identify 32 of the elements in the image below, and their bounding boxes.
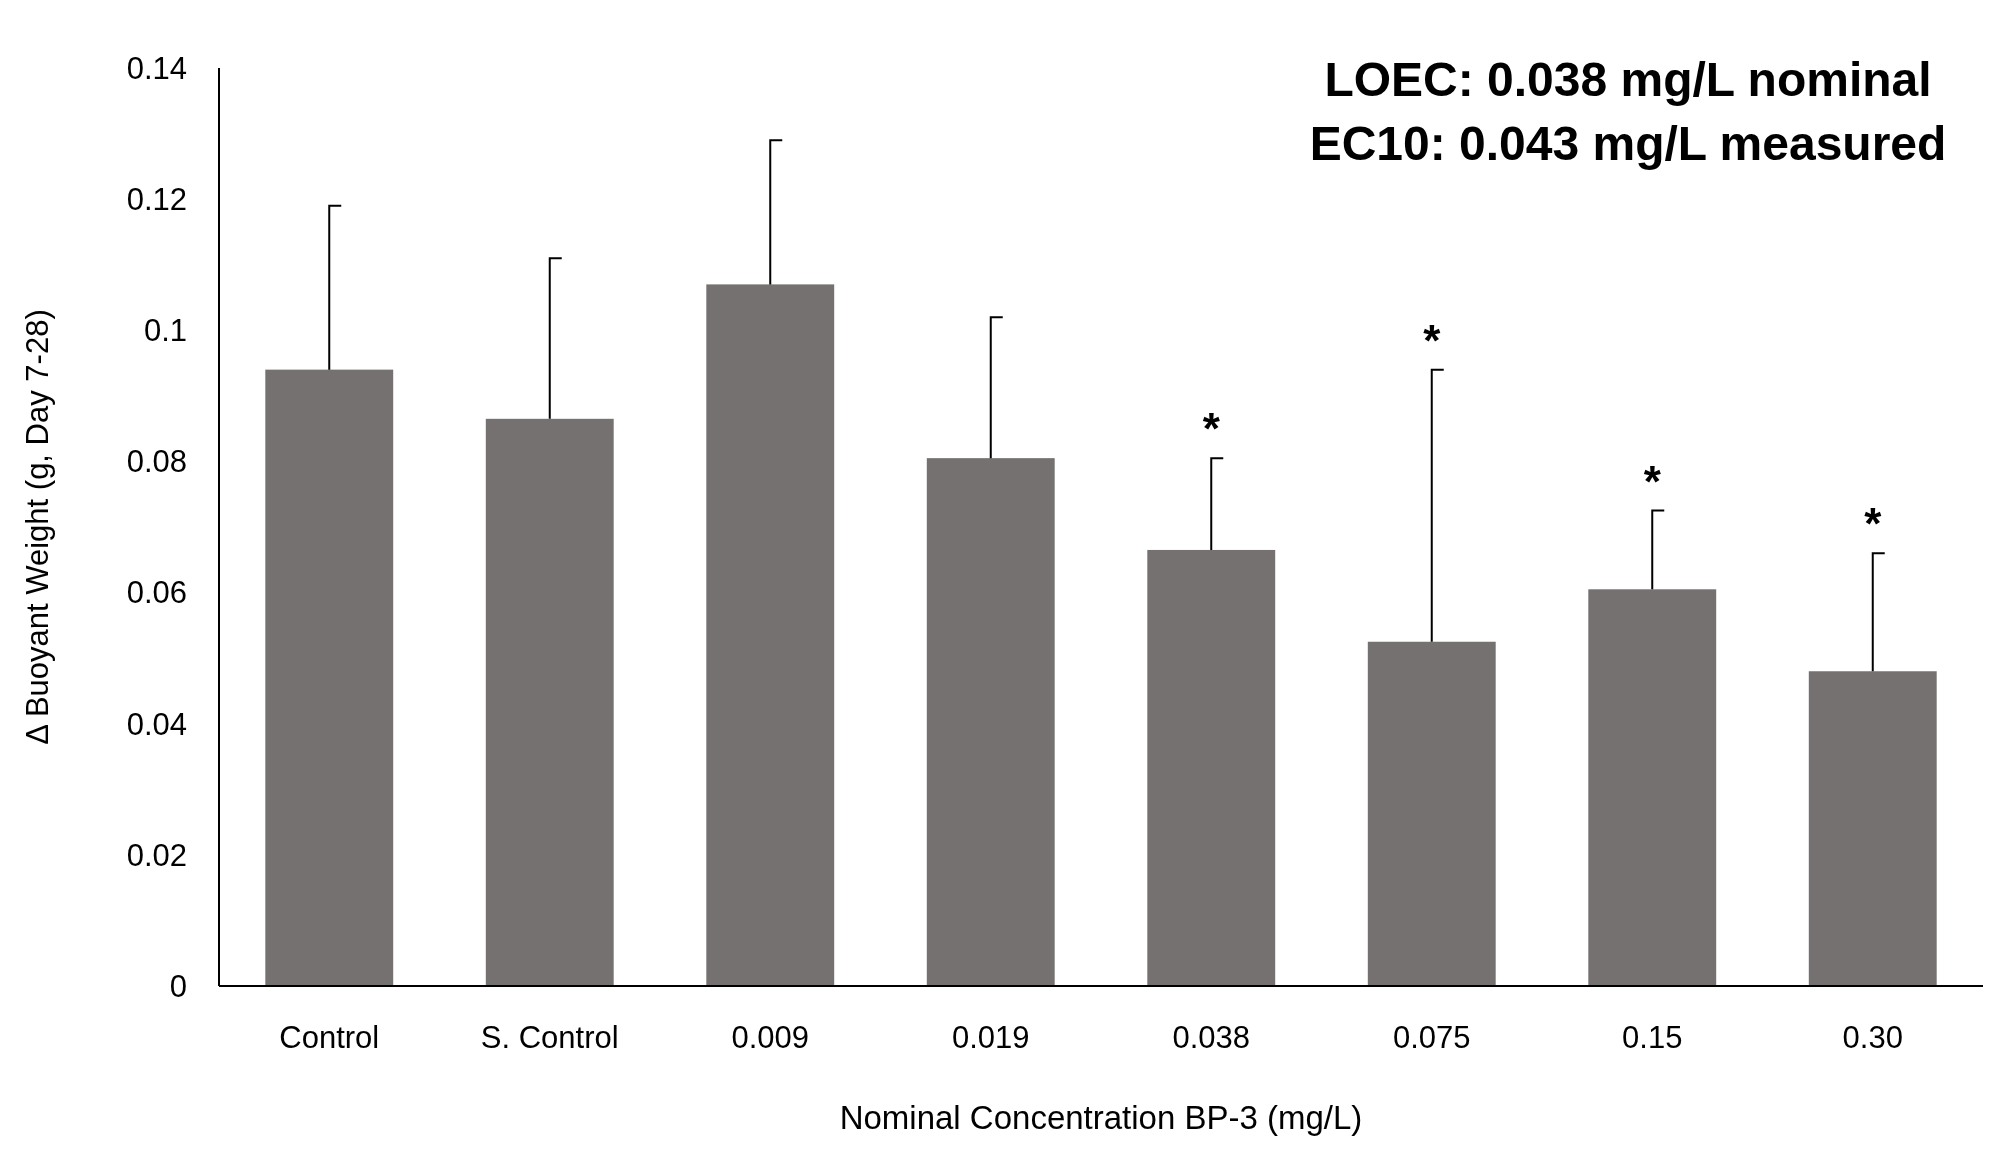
x-tick-label: 0.15 (1622, 1020, 1683, 1055)
x-tick-label: Control (279, 1020, 380, 1055)
annotation: * (1202, 404, 1221, 454)
x-tick-label: 0.019 (951, 1020, 1030, 1055)
bar (265, 369, 394, 986)
bar (1147, 549, 1276, 986)
annotation: LOEC: 0.038 mg/L nominal (1324, 53, 1932, 106)
y-axis-title: Δ Buoyant Weight (g, Day 7-28) (20, 309, 55, 745)
bar (926, 458, 1055, 986)
y-tick-label: 0.02 (126, 837, 187, 873)
x-tick-label: 0.009 (731, 1020, 810, 1055)
annotation: * (1643, 456, 1662, 506)
y-tick-label: 0.04 (126, 706, 187, 742)
bar (706, 284, 835, 986)
x-tick-label: 0.038 (1172, 1020, 1251, 1055)
y-tick-label: 0.12 (126, 181, 187, 217)
annotation: EC10: 0.043 mg/L measured (1309, 117, 1947, 170)
annotation: * (1423, 315, 1442, 365)
y-tick-label: 0.06 (126, 575, 187, 611)
bar (1808, 671, 1937, 986)
y-tick-label: 0.1 (143, 313, 187, 349)
x-tick-label: 0.075 (1392, 1020, 1471, 1055)
y-tick-label: 0 (169, 968, 187, 1004)
bar (1588, 589, 1717, 986)
y-tick-label: 0.08 (126, 444, 187, 480)
x-tick-label: 0.30 (1842, 1020, 1903, 1055)
x-axis-title: Nominal Concentration BP-3 (mg/L) (839, 1099, 1363, 1136)
y-tick-label: 0.14 (126, 50, 187, 86)
bar (485, 418, 614, 986)
bar (1367, 641, 1496, 986)
annotation: * (1864, 499, 1883, 549)
x-tick-label: S. Control (480, 1020, 619, 1055)
